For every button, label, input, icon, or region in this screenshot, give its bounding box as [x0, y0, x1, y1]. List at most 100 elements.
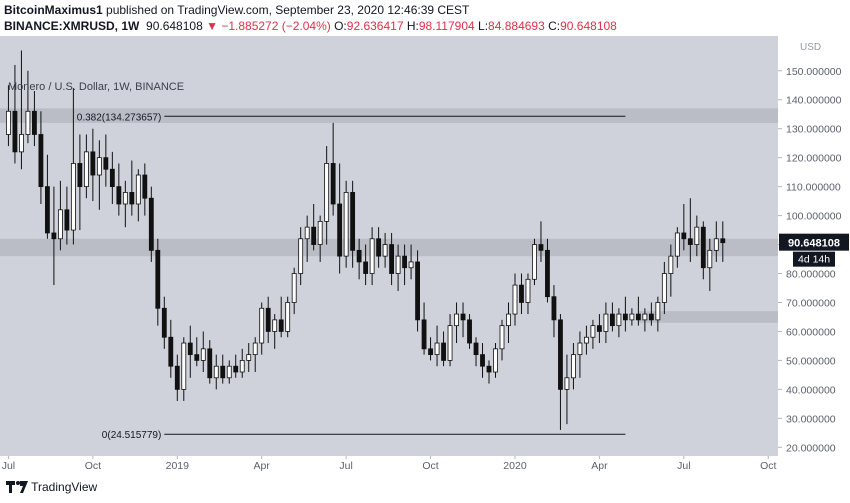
- candle: [674, 227, 680, 268]
- candle-body: [220, 365, 226, 379]
- candle-body: [558, 319, 563, 390]
- candle: [603, 302, 609, 344]
- high-value: 98.117904: [418, 19, 475, 33]
- time-tick-label: 2020: [503, 460, 527, 472]
- symbol-line: BINANCE:XMRUSD, 1W 90.648108 ▼ −1.885272…: [4, 19, 617, 33]
- open-value: 92.636417: [346, 19, 404, 33]
- candle: [480, 343, 485, 378]
- candle: [6, 85, 11, 147]
- candle: [324, 146, 330, 245]
- tradingview-logo-icon: [6, 481, 28, 493]
- candle: [538, 221, 544, 262]
- candle: [486, 360, 492, 384]
- candle: [389, 232, 395, 286]
- candle-body: [109, 168, 115, 188]
- candle-body: [668, 255, 674, 274]
- candle-body: [454, 313, 459, 327]
- price-tick-label: 60.000000: [786, 326, 836, 338]
- candle: [584, 325, 589, 355]
- candle-body: [512, 284, 518, 315]
- candle-body: [226, 365, 232, 379]
- candle-body: [694, 226, 700, 245]
- candle-body: [642, 313, 648, 321]
- candle: [577, 331, 583, 378]
- price-tick-label: 20.000000: [786, 442, 836, 454]
- candle-body: [324, 163, 330, 222]
- candle-body: [57, 209, 63, 240]
- candle: [83, 134, 89, 199]
- current-price: 90.648108: [146, 19, 203, 33]
- candle-body: [343, 192, 349, 257]
- candle-body: [103, 157, 109, 170]
- candle-body: [285, 302, 291, 332]
- time-axis[interactable]: Jul Oct 2019 Apr Jul Oct 2020 Apr Jul Oct: [0, 456, 778, 474]
- candle: [408, 244, 414, 280]
- candle: [343, 180, 349, 268]
- candle-body: [278, 319, 284, 332]
- candle: [532, 238, 537, 286]
- candle: [44, 154, 50, 239]
- candle: [161, 296, 167, 349]
- countdown-tag: [793, 251, 835, 267]
- candle-body: [38, 134, 44, 188]
- candle-body: [350, 192, 356, 251]
- support-resistance-zone: [638, 311, 778, 323]
- candle-body: [64, 209, 70, 231]
- candle: [233, 354, 239, 378]
- candle: [402, 244, 407, 286]
- time-tick-label: Oct: [760, 460, 776, 472]
- candle-body: [584, 336, 589, 344]
- candle-body: [713, 238, 719, 251]
- candle: [395, 244, 401, 291]
- candle-body: [603, 313, 609, 332]
- author-name[interactable]: BitcoinMaximus1: [4, 3, 103, 17]
- chart-plot-area[interactable]: 0.382(134.273657) 0(24.515779) Monero / U…: [0, 36, 778, 456]
- price-axis-svg: USD 20.000000 30.000000 40.000000 50.000000 6…: [778, 42, 849, 454]
- candle: [661, 261, 667, 315]
- price-axis[interactable]: USD 20.000000 30.000000 40.000000 50.000000 6…: [778, 36, 850, 456]
- candle: [135, 169, 141, 222]
- candle: [337, 163, 343, 274]
- candle-body: [480, 354, 485, 367]
- chart-instrument-label: Monero / U.S. Dollar, 1W, BINANCE: [8, 81, 185, 93]
- candle-body: [622, 313, 628, 321]
- candle: [713, 221, 719, 262]
- candle: [194, 337, 200, 367]
- candle-body: [194, 354, 200, 361]
- candle-body: [538, 244, 544, 251]
- time-tick-label: Apr: [254, 460, 271, 472]
- candle-body: [44, 186, 50, 234]
- price-tick-label: 30.000000: [786, 413, 836, 425]
- candle-body: [337, 203, 343, 257]
- candle: [473, 337, 479, 367]
- candle-body: [467, 319, 472, 344]
- candle-body: [161, 307, 167, 338]
- candle-body: [532, 244, 537, 280]
- candle: [278, 296, 284, 338]
- candle: [38, 111, 44, 204]
- candle: [648, 302, 654, 326]
- candle: [681, 204, 687, 251]
- tradingview-footer[interactable]: TradingView: [6, 480, 97, 494]
- candle: [181, 337, 187, 401]
- candle-body: [700, 226, 706, 269]
- candle-body: [473, 342, 479, 356]
- candle-body: [252, 342, 258, 356]
- candle-body: [681, 232, 687, 240]
- candle: [116, 163, 122, 216]
- low-value: 84.884693: [488, 19, 545, 33]
- support-resistance-zone: [0, 238, 778, 257]
- candle: [330, 122, 336, 216]
- candle: [700, 221, 706, 280]
- candle: [311, 204, 317, 251]
- candle: [545, 238, 550, 303]
- candle: [103, 134, 109, 187]
- candle-body: [545, 249, 550, 298]
- candle: [291, 267, 297, 315]
- time-tick-label: Jul: [339, 460, 352, 472]
- candle: [51, 186, 57, 286]
- candle: [350, 180, 356, 268]
- candle: [356, 238, 362, 280]
- candle-body: [83, 151, 89, 188]
- candle-body: [363, 261, 369, 274]
